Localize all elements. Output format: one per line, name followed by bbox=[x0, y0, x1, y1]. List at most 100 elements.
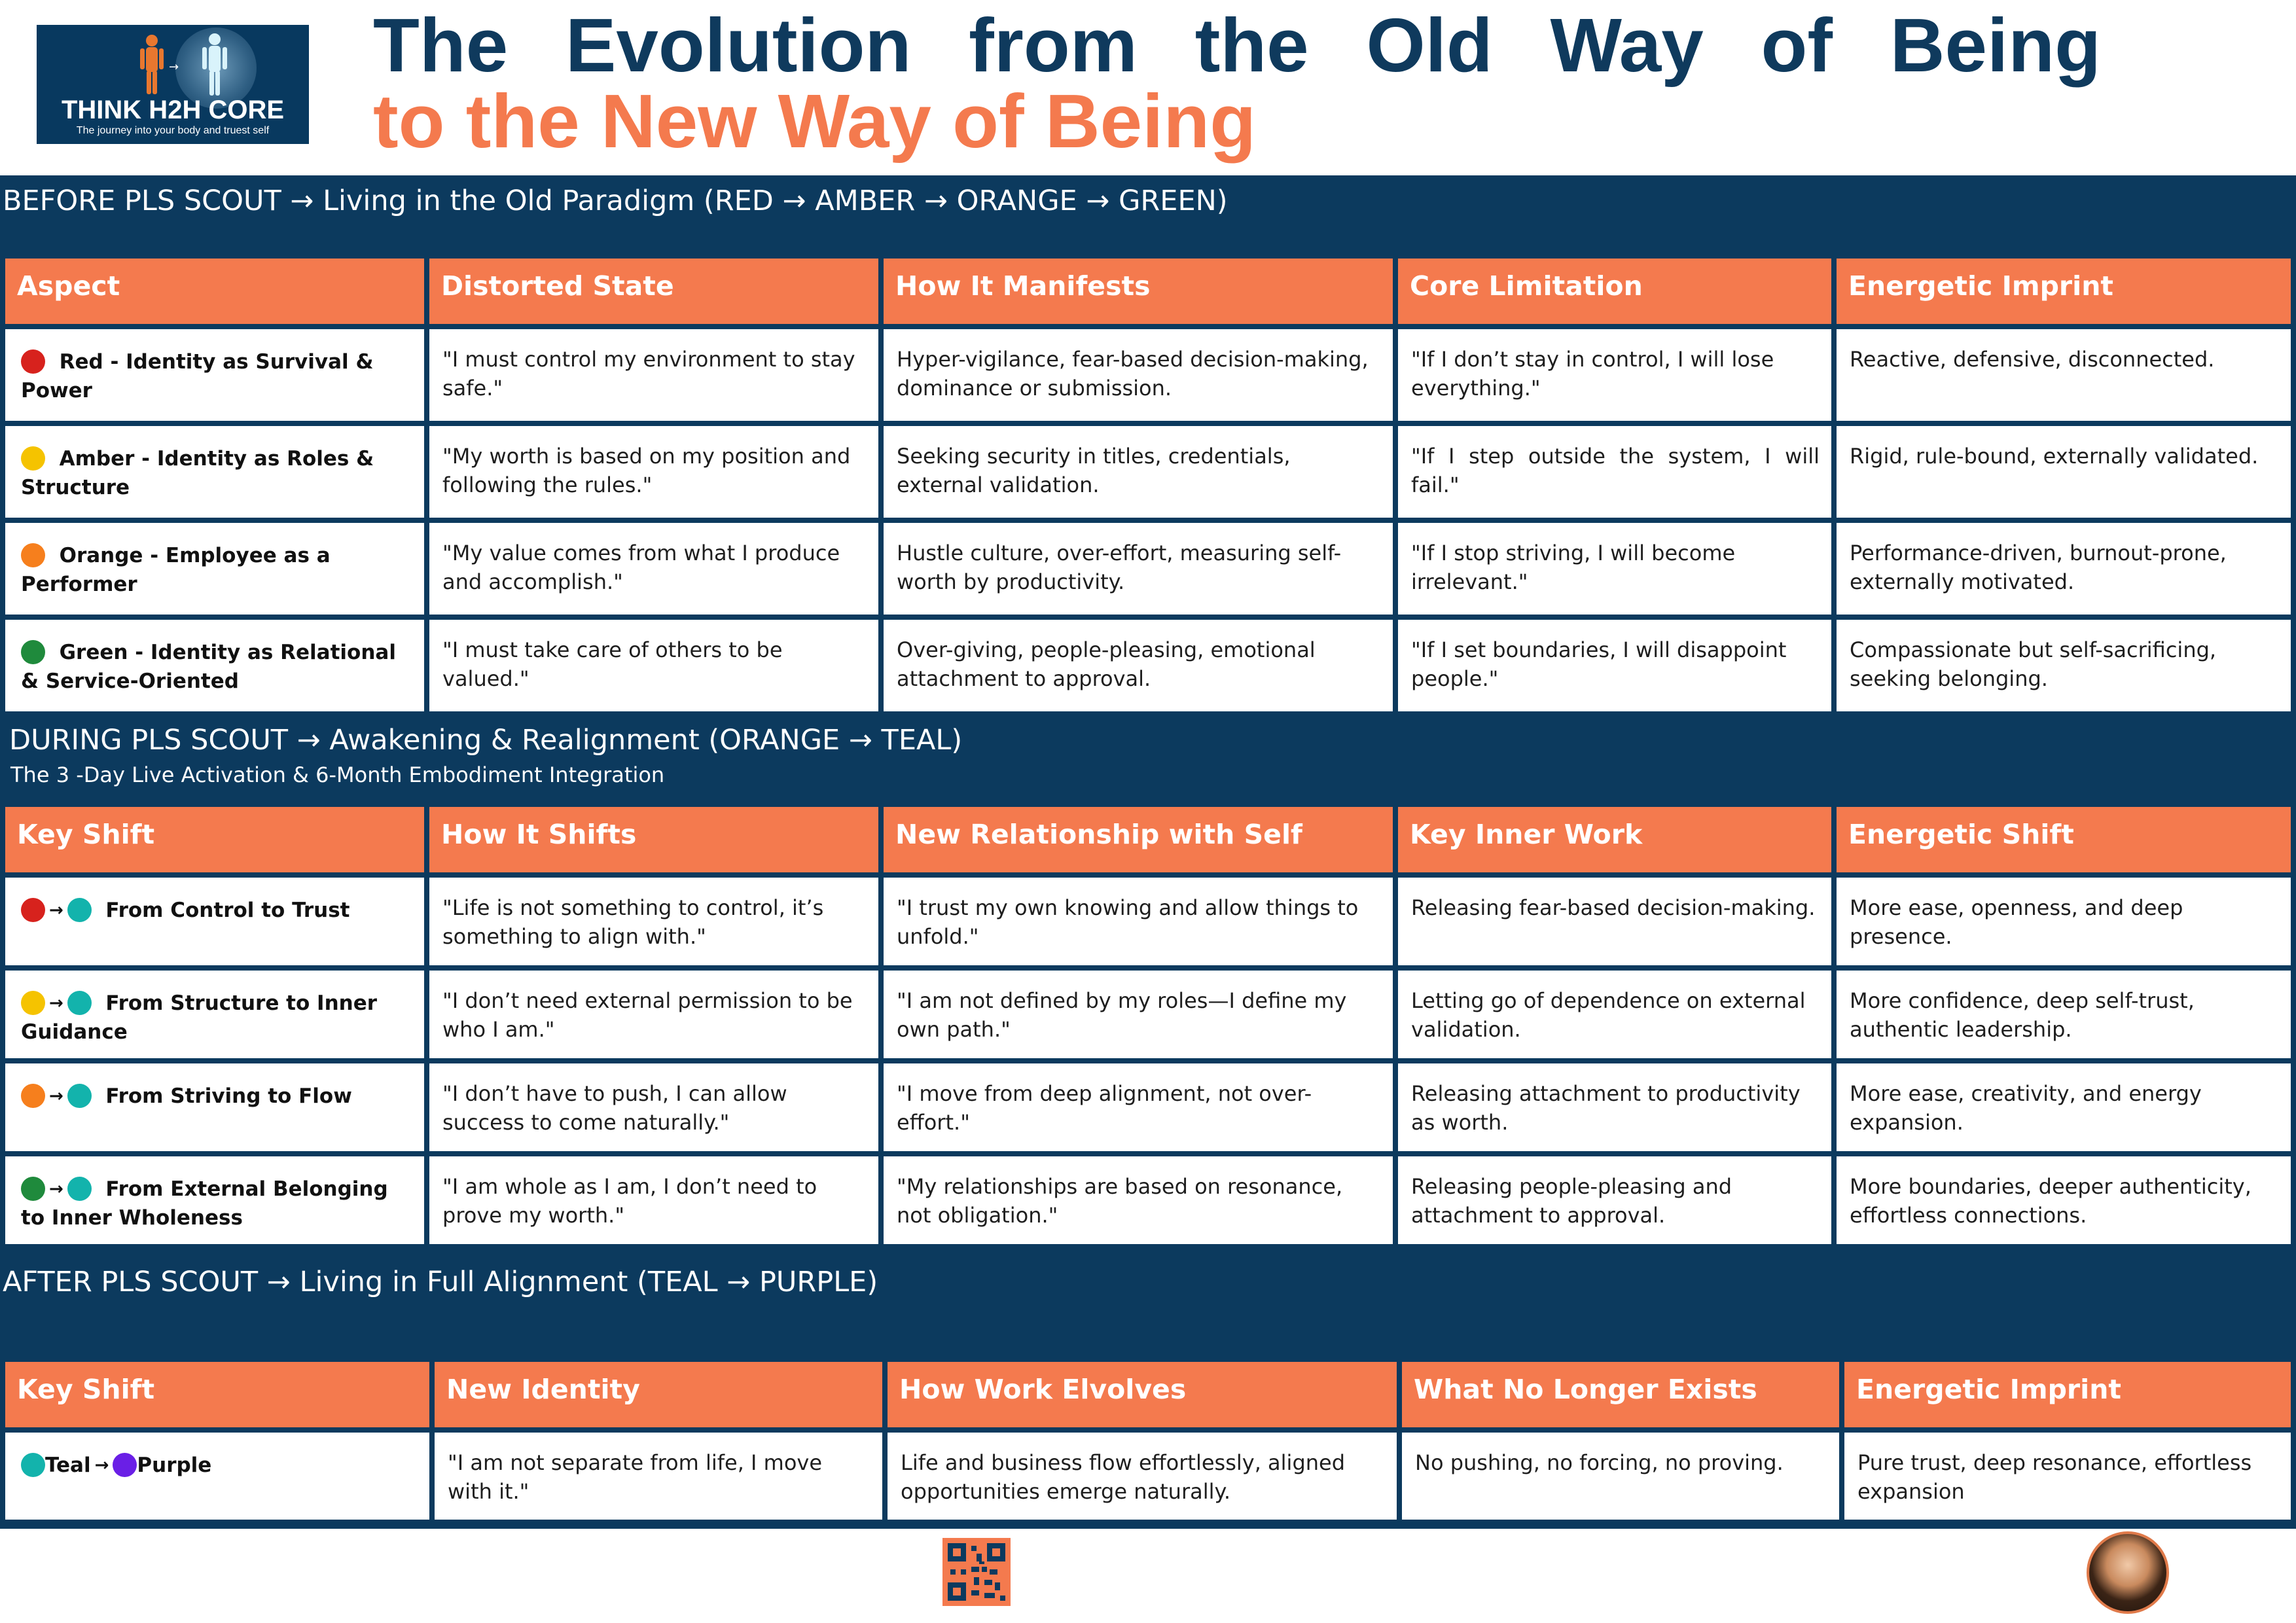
orange-dot-icon bbox=[21, 543, 45, 567]
section-subheading-1: The 3 -Day Live Activation & 6-Month Emb… bbox=[10, 762, 665, 787]
row-label-text: From Control to Trust bbox=[105, 899, 350, 922]
section-heading-0: BEFORE PLS SCOUT → Living in the Old Par… bbox=[3, 185, 1228, 217]
amber-dot-icon bbox=[21, 446, 45, 471]
column-header: What No Longer Exists bbox=[1402, 1362, 1839, 1427]
table-cell: No pushing, no forcing, no proving. bbox=[1402, 1433, 1839, 1520]
table-cell: More boundaries, deeper authenticity, ef… bbox=[1837, 1156, 2291, 1244]
column-header: Energetic Shift bbox=[1837, 807, 2291, 872]
row-label-text: From External Belonging to Inner Wholene… bbox=[21, 1177, 388, 1230]
column-header: Aspect bbox=[5, 259, 424, 324]
amber-dot-icon bbox=[21, 991, 45, 1015]
logo-title: THINK H2H CORE bbox=[61, 96, 285, 124]
arrow-right-icon: → bbox=[49, 901, 63, 920]
table-cell: "If I stop striving, I will become irrel… bbox=[1398, 523, 1831, 615]
red-dot-icon bbox=[21, 898, 45, 922]
column-header: Distorted State bbox=[429, 259, 878, 324]
table-cell: Reactive, defensive, disconnected. bbox=[1837, 329, 2291, 421]
teal-dot-icon bbox=[21, 1453, 45, 1477]
table-cell: "I must control my environment to stay s… bbox=[429, 329, 878, 421]
logo-tagline: The journey into your body and truest se… bbox=[76, 125, 270, 136]
column-header: How It Manifests bbox=[884, 259, 1393, 324]
table-cell: "I am not defined by my roles—I define m… bbox=[884, 971, 1393, 1058]
table-cell: "Life is not something to control, it’s … bbox=[429, 878, 878, 965]
section-heading-1: DURING PLS SCOUT → Awakening & Realignme… bbox=[9, 724, 963, 757]
table-cell: Over-giving, people-pleasing, emotional … bbox=[884, 620, 1393, 711]
row-label-text: Orange - Employee as a Performer bbox=[21, 544, 331, 596]
arrow-right-icon: → bbox=[49, 993, 63, 1013]
orange-dot-icon bbox=[21, 1084, 45, 1108]
shift-from-label: Teal bbox=[45, 1454, 91, 1477]
arrow-right-icon: → bbox=[49, 1086, 63, 1106]
column-header: Energetic Imprint bbox=[1844, 1362, 2291, 1427]
table-cell: Releasing attachment to productivity as … bbox=[1398, 1063, 1831, 1151]
row-label-text: From Striving to Flow bbox=[105, 1084, 352, 1108]
green-dot-icon bbox=[21, 640, 45, 664]
shift-to-label: Purple bbox=[137, 1454, 212, 1477]
table-cell: "I don’t have to push, I can allow succe… bbox=[429, 1063, 878, 1151]
table-cell: "My value comes from what I produce and … bbox=[429, 523, 878, 615]
table-cell: More ease, openness, and deep presence. bbox=[1837, 878, 2291, 965]
body-figures-icon: → bbox=[140, 33, 227, 96]
table-cell: "If I step outside the system, I will fa… bbox=[1398, 426, 1831, 518]
table-cell: More confidence, deep self-trust, authen… bbox=[1837, 971, 2291, 1058]
table-cell: "I am not separate from life, I move wit… bbox=[435, 1433, 882, 1520]
table-row-label: Red - Identity as Survival & Power bbox=[5, 329, 424, 421]
row-label-text: From Structure to Inner Guidance bbox=[21, 991, 378, 1044]
row-label-text: Red - Identity as Survival & Power bbox=[21, 350, 374, 402]
logo: → THINK H2H CORE The journey into your b… bbox=[37, 25, 309, 144]
table-cell: "I am whole as I am, I don’t need to pro… bbox=[429, 1156, 878, 1244]
table-cell: Rigid, rule-bound, externally validated. bbox=[1837, 426, 2291, 518]
table-row-label: Green - Identity as Relational & Service… bbox=[5, 620, 424, 711]
page-title-line2: to the New Way of Being bbox=[373, 79, 1257, 164]
purple-dot-icon bbox=[113, 1453, 137, 1477]
arrow-right-icon: → bbox=[94, 1455, 109, 1475]
table-cell: Performance-driven, burnout-prone, exter… bbox=[1837, 523, 2291, 615]
svg-text:→: → bbox=[169, 60, 179, 74]
teal-dot-icon bbox=[67, 898, 92, 922]
avatar bbox=[2087, 1531, 2169, 1614]
table-row-label: Orange - Employee as a Performer bbox=[5, 523, 424, 615]
column-header: Energetic Imprint bbox=[1837, 259, 2291, 324]
table-cell: "If I don’t stay in control, I will lose… bbox=[1398, 329, 1831, 421]
column-header: How Work Elvolves bbox=[888, 1362, 1397, 1427]
table-cell: "I trust my own knowing and allow things… bbox=[884, 878, 1393, 965]
page-header: → THINK H2H CORE The journey into your b… bbox=[0, 0, 2296, 175]
red-dot-icon bbox=[21, 349, 45, 374]
row-label-text: Amber - Identity as Roles & Structure bbox=[21, 447, 374, 499]
table-cell: Pure trust, deep resonance, effortless e… bbox=[1844, 1433, 2291, 1520]
table-cell: "My relationships are based on resonance… bbox=[884, 1156, 1393, 1244]
column-header: New Relationship with Self bbox=[884, 807, 1393, 872]
table-cell: Releasing people-pleasing and attachment… bbox=[1398, 1156, 1831, 1244]
table-cell: Compassionate but self-sacrificing, seek… bbox=[1837, 620, 2291, 711]
row-label-text: Green - Identity as Relational & Service… bbox=[21, 641, 396, 693]
qr-code-icon[interactable] bbox=[942, 1538, 1011, 1606]
table-cell: "I move from deep alignment, not over-ef… bbox=[884, 1063, 1393, 1151]
teal-dot-icon bbox=[67, 1177, 92, 1201]
newsletter-cta[interactable]: Step into the future - Join the Pulse of… bbox=[73, 1548, 1004, 1581]
table-cell: "My worth is based on my position and fo… bbox=[429, 426, 878, 518]
table-row-label: → From External Belonging to Inner Whole… bbox=[5, 1156, 424, 1244]
table-cell: Seeking security in titles, credentials,… bbox=[884, 426, 1393, 518]
table-cell: Letting go of dependence on external val… bbox=[1398, 971, 1831, 1058]
table-row-label: → From Structure to Inner Guidance bbox=[5, 971, 424, 1058]
teal-dot-icon bbox=[67, 991, 92, 1015]
table-cell: Releasing fear-based decision-making. bbox=[1398, 878, 1831, 965]
column-header: New Identity bbox=[435, 1362, 882, 1427]
column-header: Key Shift bbox=[5, 807, 424, 872]
column-header: Key Shift bbox=[5, 1362, 429, 1427]
section-heading-2: AFTER PLS SCOUT → Living in Full Alignme… bbox=[3, 1266, 878, 1298]
table-row-label: → From Control to Trust bbox=[5, 878, 424, 965]
table-row-label: Teal → Purple bbox=[5, 1433, 429, 1520]
table-cell: Hyper-vigilance, fear-based decision-mak… bbox=[884, 329, 1393, 421]
arrow-right-icon: → bbox=[49, 1179, 63, 1199]
table-cell: Life and business flow effortlessly, ali… bbox=[888, 1433, 1397, 1520]
table-cell: "I must take care of others to be valued… bbox=[429, 620, 878, 711]
table-row-label: Amber - Identity as Roles & Structure bbox=[5, 426, 424, 518]
table-row-label: → From Striving to Flow bbox=[5, 1063, 424, 1151]
green-dot-icon bbox=[21, 1177, 45, 1201]
column-header: Core Limitation bbox=[1398, 259, 1831, 324]
column-header: How It Shifts bbox=[429, 807, 878, 872]
table-cell: "If I set boundaries, I will disappoint … bbox=[1398, 620, 1831, 711]
table-cell: Hustle culture, over-effort, measuring s… bbox=[884, 523, 1393, 615]
column-header: Key Inner Work bbox=[1398, 807, 1831, 872]
